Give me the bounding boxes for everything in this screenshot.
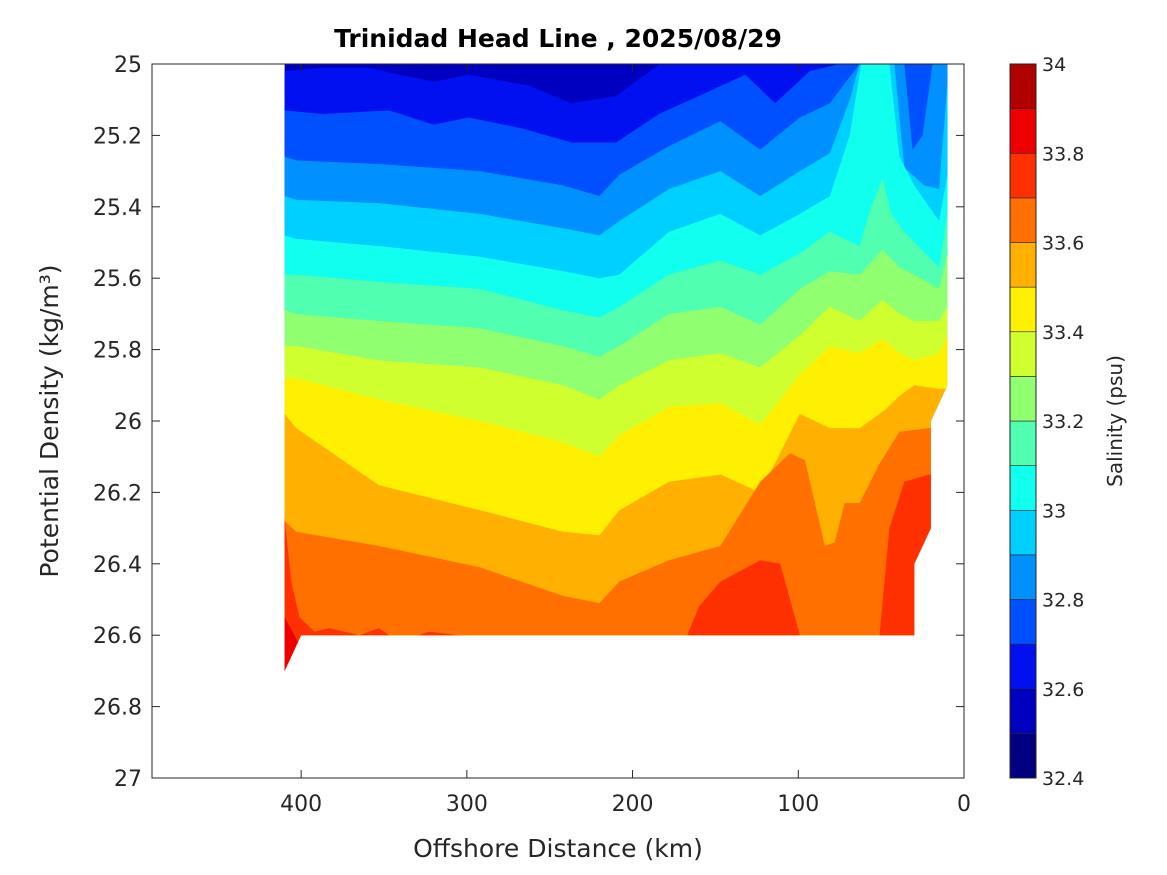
colorbar-tick-label: 32.8	[1042, 590, 1084, 612]
colorbar-swatch	[1009, 63, 1037, 109]
x-axis: 400 300 200 100 0	[280, 64, 971, 817]
colorbar-swatch	[1009, 331, 1037, 377]
y-tick-label: 26.4	[93, 553, 142, 578]
salinity-contour-bands	[284, 64, 948, 671]
colorbar-swatch	[1009, 599, 1037, 645]
colorbar-swatch	[1009, 465, 1037, 511]
y-tick-label: 26.6	[93, 624, 142, 649]
colorbar-swatch	[1009, 242, 1037, 288]
colorbar-swatch	[1009, 108, 1037, 154]
y-tick-label: 25.2	[93, 124, 142, 149]
y-tick-label: 25.4	[93, 196, 142, 221]
colorbar-tick-label: 33.4	[1042, 322, 1084, 344]
colorbar-tick-label: 33.6	[1042, 233, 1084, 255]
colorbar: 32.4 32.6 32.8 33 33.2 33.4 33.6 33.8 34	[1009, 54, 1084, 790]
x-tick-label: 0	[957, 792, 971, 817]
colorbar-tick-label: 32.4	[1042, 768, 1084, 790]
colorbar-swatch	[1009, 152, 1037, 199]
colorbar-swatch	[1009, 197, 1037, 243]
colorbar-swatch	[1009, 420, 1037, 466]
x-tick-label: 100	[777, 792, 819, 817]
colorbar-tick-label: 34	[1042, 54, 1066, 76]
colorbar-swatch	[1009, 376, 1037, 422]
colorbar-swatch	[1009, 733, 1037, 779]
y-tick-label: 25.8	[93, 339, 142, 364]
y-tick-label: 27	[114, 767, 142, 792]
contour-band-33-8	[284, 617, 948, 671]
colorbar-swatch	[1009, 286, 1037, 333]
plot-area	[284, 64, 948, 671]
colorbar-frame	[1009, 63, 1037, 779]
y-tick-label: 26.2	[93, 481, 142, 506]
colorbar-tick-label: 32.6	[1042, 679, 1084, 701]
y-tick-label: 26	[114, 410, 142, 435]
y-tick-label: 25.6	[93, 267, 142, 292]
colorbar-label: Salinity (psu)	[1103, 355, 1127, 487]
colorbar-tick-label: 33.8	[1042, 143, 1084, 165]
colorbar-swatch	[1009, 643, 1037, 690]
y-tick-label: 26.8	[93, 696, 142, 721]
x-tick-label: 200	[612, 792, 654, 817]
x-tick-label: 300	[446, 792, 488, 817]
colorbar-swatch	[1009, 688, 1037, 734]
colorbar-tick-label: 33	[1042, 500, 1066, 522]
y-axis: 25 25.2 25.4 25.6 25.8 26 26.2 26.4 26.6 26.8 27	[93, 53, 964, 792]
chart-title: Trinidad Head Line , 2025/08/29	[334, 24, 782, 53]
colorbar-swatch	[1009, 554, 1037, 600]
colorbar-tick-label: 33.2	[1042, 411, 1084, 433]
y-axis-label: Potential Density (kg/m³)	[35, 264, 64, 577]
x-axis-label: Offshore Distance (km)	[413, 834, 703, 863]
y-tick-label: 25	[114, 53, 142, 78]
colorbar-swatch	[1009, 509, 1037, 556]
x-tick-label: 400	[280, 792, 322, 817]
contour-band-33-6	[284, 428, 948, 671]
